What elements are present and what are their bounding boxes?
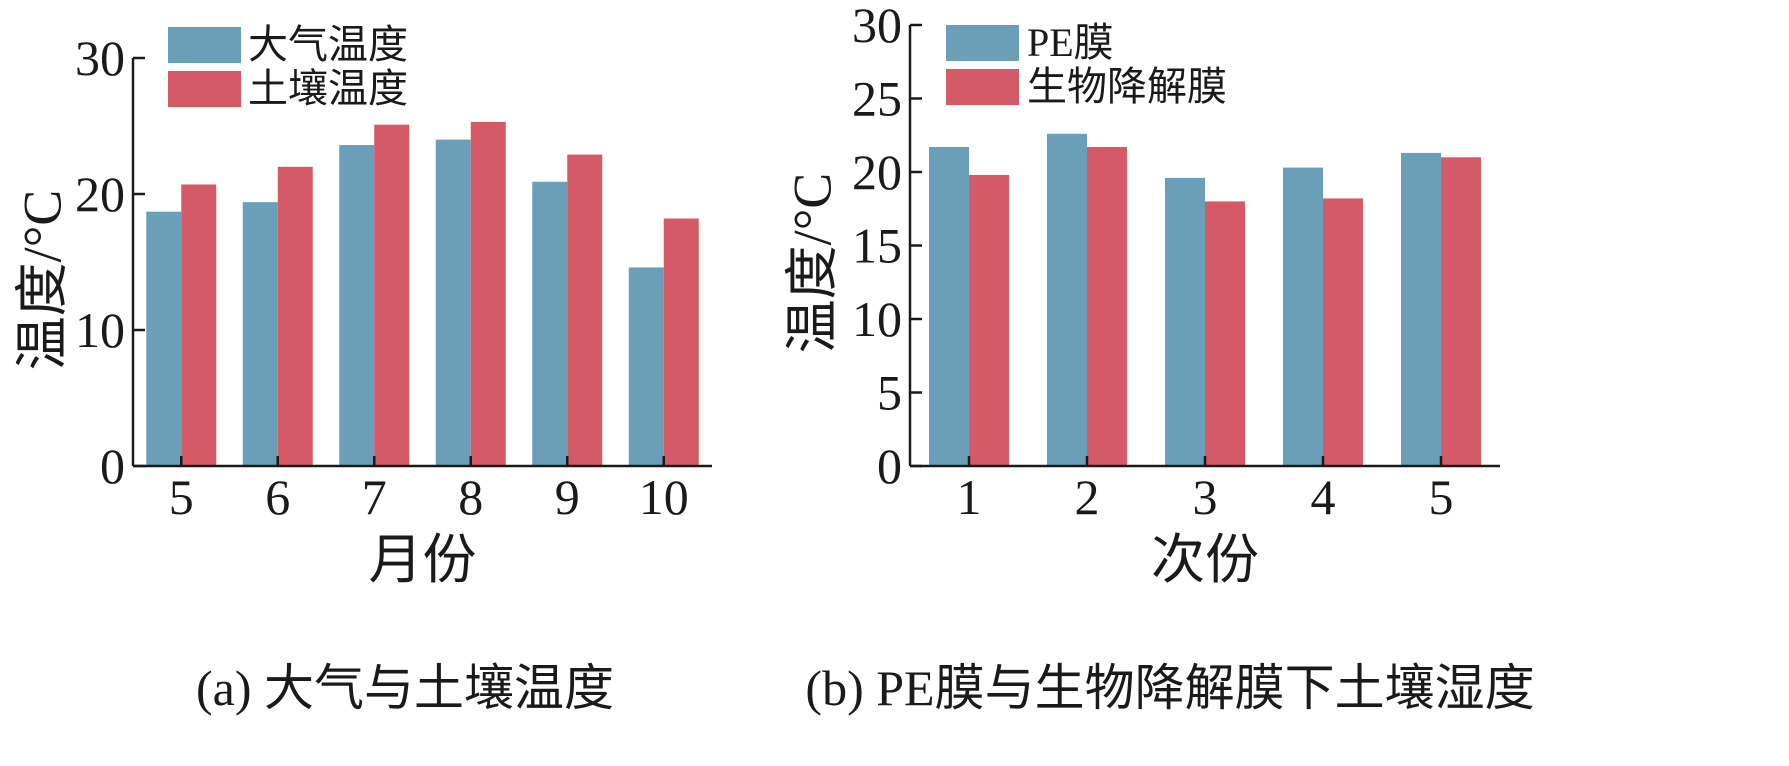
bar-1-3: [1165, 177, 1205, 466]
legend-label-1: PE膜: [1027, 20, 1114, 65]
bar-2-4: [1323, 198, 1363, 466]
bar-1-5: [146, 211, 182, 466]
bar-2-3: [1205, 201, 1245, 466]
x-tick-label: 1: [957, 469, 982, 525]
bar-1-5: [1401, 152, 1441, 466]
y-tick-label: 15: [852, 218, 902, 274]
bar-1-9: [532, 181, 568, 466]
x-tick-label: 10: [639, 469, 689, 525]
y-axis-label: 温度/°C: [782, 173, 842, 354]
y-axis-label: 温度/°C: [12, 190, 72, 371]
bar-1-10: [628, 267, 664, 466]
legend-label-1: 大气温度: [248, 22, 408, 67]
x-tick-label: 5: [169, 469, 194, 525]
legend-swatch-1: [946, 25, 1019, 61]
x-tick-label: 8: [458, 469, 483, 525]
x-tick-label: 2: [1075, 469, 1100, 525]
bar-1-1: [929, 147, 969, 466]
y-tick-label: 10: [852, 291, 902, 347]
bar-1-8: [435, 139, 471, 466]
x-tick-label: 9: [555, 469, 580, 525]
bar-2-1: [969, 174, 1009, 466]
x-axis-label: 次份: [1151, 530, 1259, 590]
y-tick-label: 10: [75, 302, 125, 358]
legend-swatch-2: [946, 69, 1019, 105]
y-tick-label: 5: [877, 365, 902, 421]
y-tick-label: 0: [877, 438, 902, 494]
x-tick-label: 6: [265, 469, 290, 525]
y-tick-label: 0: [100, 438, 125, 494]
bar-1-6: [242, 202, 278, 466]
panel-caption: (a) 大气与土壤温度: [196, 660, 614, 716]
y-tick-label: 25: [852, 71, 902, 127]
panel-caption: (b) PE膜与生物降解膜下土壤湿度: [805, 660, 1534, 716]
bar-1-2: [1047, 133, 1087, 466]
y-tick-label: 20: [852, 144, 902, 200]
bar-2-8: [470, 121, 506, 467]
y-tick-label: 20: [75, 166, 125, 222]
bar-2-2: [1087, 147, 1127, 466]
bar-2-9: [567, 154, 603, 466]
y-tick-label: 30: [852, 0, 902, 53]
bar-2-10: [663, 218, 699, 466]
bar-2-5: [181, 184, 217, 467]
legend-label-2: 土壤温度: [248, 66, 408, 111]
x-tick-label: 3: [1193, 469, 1218, 525]
bar-2-6: [277, 166, 313, 467]
bar-1-4: [1283, 167, 1323, 466]
legend-label-2: 生物降解膜: [1027, 64, 1227, 109]
x-tick-label: 7: [362, 469, 387, 525]
y-tick-label: 30: [75, 30, 125, 86]
legend-swatch-1: [168, 27, 241, 63]
bar-2-7: [374, 124, 410, 466]
bar-2-5: [1441, 157, 1481, 467]
legend-swatch-2: [168, 71, 241, 107]
x-tick-label: 4: [1311, 469, 1336, 525]
x-axis-label: 月份: [369, 530, 477, 590]
bar-1-7: [339, 145, 375, 467]
x-tick-label: 5: [1429, 469, 1454, 525]
